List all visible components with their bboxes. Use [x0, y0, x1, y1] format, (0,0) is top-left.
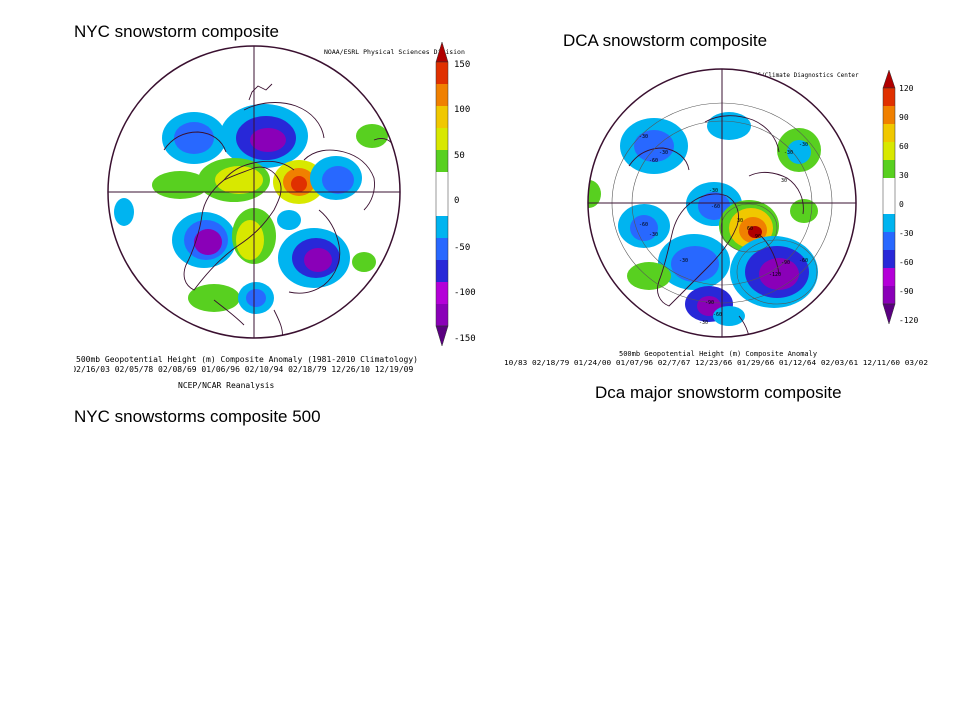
dca-contour-labels: -30 -30 -60 -30 -30 -30 -60 -60 -30 30 6… — [639, 134, 808, 326]
dca-colorbar-tick: 60 — [899, 142, 909, 151]
dca-composite-map: NOAA-CIRES/Climate Diagnostics Center — [499, 66, 930, 370]
nyc-colorbar-tick: 50 — [454, 151, 465, 161]
svg-text:60: 60 — [747, 226, 753, 232]
dca-map-disc: -30 -30 -60 -30 -30 -30 -60 -60 -30 30 6… — [587, 68, 857, 338]
nyc-dates: 02/11/06 02/16/03 02/05/78 02/08/69 01/0… — [74, 365, 413, 374]
svg-text:-60: -60 — [713, 312, 722, 318]
dca-colorbar-tick: 120 — [899, 84, 914, 93]
svg-text:90: 90 — [755, 234, 761, 240]
svg-text:-30: -30 — [699, 320, 708, 326]
svg-text:-30: -30 — [649, 232, 658, 238]
dca-colorbar: 120 90 60 30 0 -30 -60 -90 -120 — [882, 69, 918, 325]
svg-text:-30: -30 — [709, 188, 718, 194]
svg-text:-60: -60 — [649, 158, 658, 164]
svg-text:-30: -30 — [679, 258, 688, 264]
svg-text:-120: -120 — [769, 272, 781, 278]
dca-colorbar-tick: -90 — [899, 287, 914, 296]
svg-text:30: 30 — [781, 178, 787, 184]
svg-text:-30: -30 — [639, 134, 648, 140]
dca-colorbar-tick: 90 — [899, 113, 909, 122]
nyc-caption: NYC snowstorms composite 500 — [74, 407, 321, 426]
dca-credit: NOAA-CIRES/Climate Diagnostics Center — [725, 72, 859, 79]
nyc-colorbar-tick: 150 — [454, 60, 470, 70]
dca-dates: 10/83 02/18/79 01/24/00 01/07/96 02/7/67… — [504, 359, 928, 367]
dca-colorbar-tick: 0 — [899, 200, 904, 209]
dca-coastlines — [628, 115, 804, 337]
nyc-credit: NOAA/ESRL Physical Sciences Division — [324, 48, 465, 56]
dca-caption: Dca major snowstorm composite — [595, 383, 842, 402]
svg-text:-30: -30 — [799, 142, 808, 148]
nyc-colorbar-tick: -50 — [454, 243, 470, 253]
dca-title: DCA snowstorm composite — [563, 31, 768, 50]
svg-text:-30: -30 — [659, 150, 668, 156]
nyc-colorbar-tick: -100 — [454, 288, 476, 298]
svg-text:-90: -90 — [705, 300, 714, 306]
nyc-colorbar-tick: 0 — [454, 196, 459, 206]
nyc-colorbar-tick: 100 — [454, 105, 470, 115]
svg-text:-60: -60 — [799, 258, 808, 264]
dca-colorbar-tick: -60 — [899, 258, 914, 267]
dca-colorbar-tick: -30 — [899, 229, 914, 238]
svg-text:-60: -60 — [639, 222, 648, 228]
svg-text:-60: -60 — [711, 204, 720, 210]
svg-text:30: 30 — [737, 218, 743, 224]
nyc-map-disc — [107, 45, 401, 339]
dca-subtitle: 500mb Geopotential Height (m) Composite … — [619, 350, 817, 358]
nyc-footer: NCEP/NCAR Reanalysis — [178, 381, 275, 390]
nyc-composite-map: NOAA/ESRL Physical Sciences Division — [28, 40, 490, 400]
nyc-colorbar: 150 100 50 0 -50 -100 -150 — [435, 41, 476, 347]
dca-anomaly-shading — [588, 112, 821, 326]
dca-colorbar-tick: 30 — [899, 171, 909, 180]
nyc-subtitle: 500mb Geopotential Height (m) Composite … — [76, 355, 418, 364]
nyc-title: NYC snowstorm composite — [74, 22, 280, 41]
svg-text:-30: -30 — [784, 150, 793, 156]
svg-text:-90: -90 — [781, 260, 790, 266]
nyc-colorbar-tick: -150 — [454, 334, 476, 344]
dca-colorbar-tick: -120 — [899, 316, 918, 325]
